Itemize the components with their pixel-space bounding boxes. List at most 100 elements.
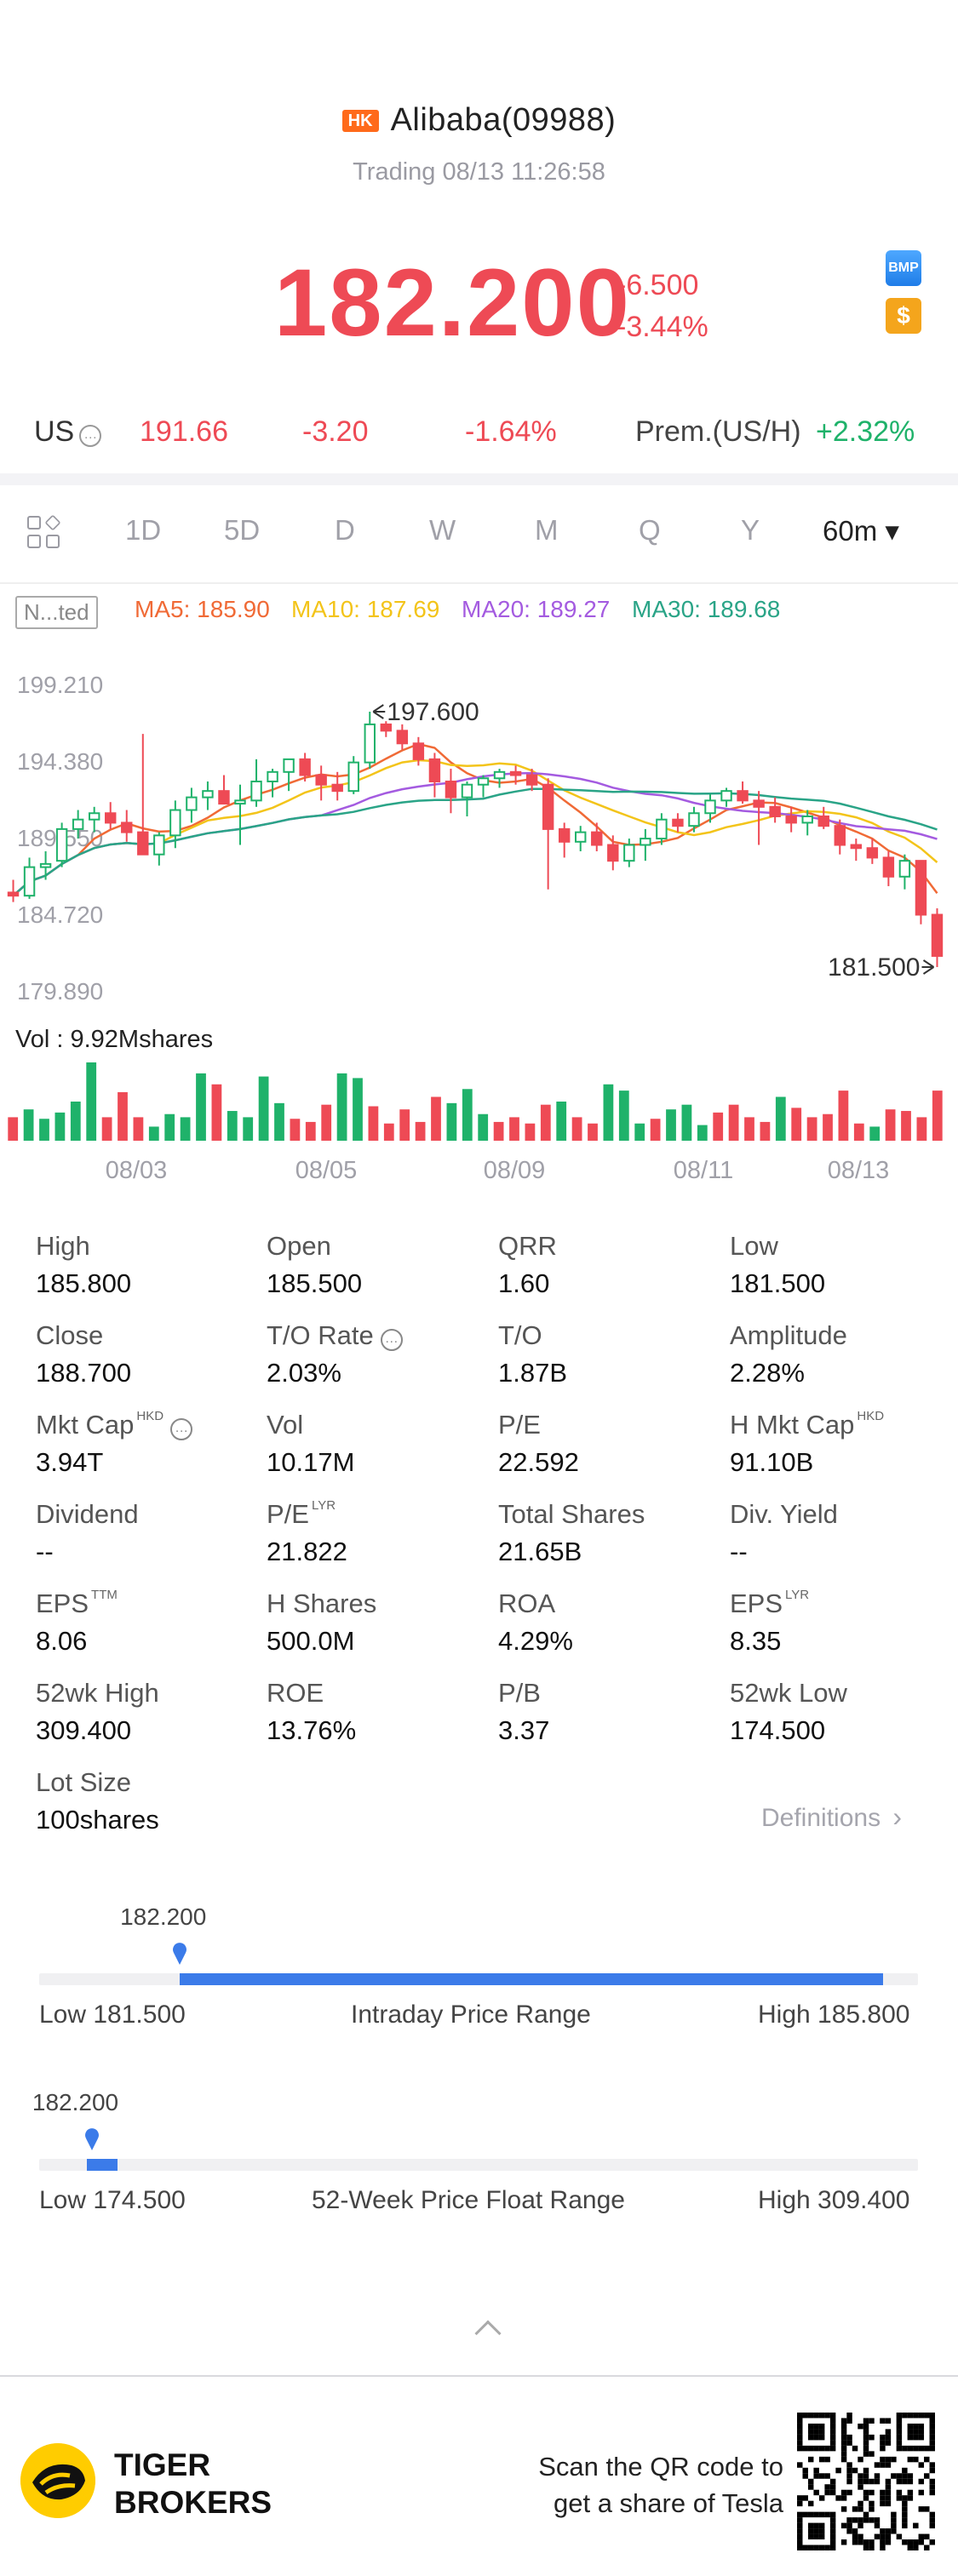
price-change-block: -6.500 -3.44% xyxy=(617,265,708,349)
tab-d[interactable]: D xyxy=(335,514,355,546)
us-label-wrap[interactable]: US… xyxy=(34,415,102,449)
candle-body xyxy=(315,774,327,786)
volume-bar xyxy=(23,1109,34,1141)
stat-label: Close xyxy=(36,1320,131,1351)
tab-q[interactable]: Q xyxy=(639,514,661,546)
trading-status: Trading 08/13 11:26:58 xyxy=(353,158,605,186)
volume-bar xyxy=(164,1113,175,1141)
price-chart[interactable]: 199.210194.380189.550184.720179.890197.6… xyxy=(0,655,958,1200)
chevron-up-icon[interactable] xyxy=(474,2320,502,2347)
volume-bar xyxy=(916,1117,927,1141)
volume-bar xyxy=(869,1126,881,1141)
stock-title: Alibaba(09988) xyxy=(390,102,617,138)
volume-bar xyxy=(431,1096,441,1141)
min-price-annotation: 181.500 xyxy=(828,953,920,982)
candle-body xyxy=(250,780,262,802)
stat-value: 500.0M xyxy=(267,1626,355,1656)
volume-bar xyxy=(336,1073,347,1141)
stat-cell: 52wk Low 174.500 xyxy=(730,1678,847,1746)
volume-bar xyxy=(525,1123,536,1141)
stat-cell: P/E LYR 21.822 xyxy=(267,1498,347,1567)
intraday-current-price: 182.200 xyxy=(120,1903,207,1930)
candle-body xyxy=(525,774,538,786)
tab-60m[interactable]: 60m ▾ xyxy=(823,515,899,547)
stat-label-text: Close xyxy=(36,1320,104,1350)
definitions-link[interactable]: Definitions › xyxy=(761,1801,902,1833)
tab-y[interactable]: Y xyxy=(741,514,760,546)
stat-value: 174.500 xyxy=(730,1715,826,1745)
week52-range-track xyxy=(39,2159,918,2171)
stat-value: 3.94T xyxy=(36,1447,104,1477)
stat-cell: Low 181.500 xyxy=(730,1231,825,1299)
stat-value: 1.60 xyxy=(498,1268,550,1298)
last-price: 182.200 xyxy=(274,249,631,356)
stat-value: 185.800 xyxy=(36,1268,132,1298)
volume-bar xyxy=(885,1109,896,1141)
candle-body xyxy=(283,758,295,773)
stat-label-superscript: HKD xyxy=(136,1409,164,1423)
stat-label: 52wk Low xyxy=(730,1678,847,1709)
info-icon[interactable]: … xyxy=(170,1418,193,1440)
volume-bar xyxy=(634,1123,645,1141)
bmp-badge[interactable]: BMP xyxy=(886,250,921,286)
stat-cell: Close 188.700 xyxy=(36,1320,131,1388)
candle-body xyxy=(915,860,927,916)
stat-cell: ROE 13.76% xyxy=(267,1678,356,1746)
candle-body xyxy=(105,812,117,824)
candle-body xyxy=(218,790,230,805)
stat-label-text: H Shares xyxy=(267,1589,377,1618)
stat-value: 21.65B xyxy=(498,1537,582,1566)
adjustment-selector[interactable]: N...ted xyxy=(15,596,98,629)
stat-label-text: 52wk High xyxy=(36,1678,159,1708)
candle-body xyxy=(640,838,651,846)
tab-m[interactable]: M xyxy=(535,514,559,546)
stat-label-text: ROA xyxy=(498,1589,556,1618)
candle-body xyxy=(882,856,895,878)
candle-body xyxy=(380,723,393,732)
us-change: -3.20 xyxy=(302,415,369,448)
info-icon[interactable]: … xyxy=(380,1329,403,1351)
stat-cell: H Shares 500.0M xyxy=(267,1589,376,1657)
qr-code-icon[interactable] xyxy=(797,2413,935,2550)
candle-body xyxy=(169,809,181,837)
volume-bar xyxy=(681,1104,692,1141)
info-icon[interactable]: … xyxy=(79,425,102,447)
max-arrow-icon xyxy=(372,704,386,719)
dollar-icon[interactable]: $ xyxy=(886,298,921,334)
tab-w[interactable]: W xyxy=(429,514,456,546)
volume-bar xyxy=(118,1091,128,1141)
candle-body xyxy=(558,827,571,843)
stat-cell: Div. Yield -- xyxy=(730,1499,838,1567)
stat-label: H Shares xyxy=(267,1589,376,1619)
volume-bar xyxy=(86,1062,97,1141)
candle-body xyxy=(428,758,441,782)
stat-label-superscript: HKD xyxy=(857,1409,885,1423)
candle-body xyxy=(834,825,846,846)
market-badge: HK xyxy=(341,109,379,132)
intraday-range-fill xyxy=(180,1973,883,1985)
stat-cell: Lot Size 100shares xyxy=(36,1767,159,1835)
layout-grid-icon[interactable] xyxy=(27,514,63,552)
stat-cell: T/O Rate … 2.03% xyxy=(267,1320,403,1388)
volume-bar xyxy=(39,1119,49,1141)
volume-bar xyxy=(697,1125,708,1141)
stat-label-text: T/O Rate xyxy=(267,1320,374,1350)
volume-bar xyxy=(713,1112,724,1141)
tab-5d[interactable]: 5D xyxy=(224,514,261,546)
tab-1d[interactable]: 1D xyxy=(125,514,162,546)
stat-cell: Dividend -- xyxy=(36,1499,139,1567)
ma30-line xyxy=(12,787,938,897)
y-tick-label: 184.720 xyxy=(17,902,103,928)
ma30-label: MA30: 189.68 xyxy=(632,596,781,622)
stat-cell: EPS LYR 8.35 xyxy=(730,1588,809,1657)
candle-body xyxy=(931,913,944,957)
candle-body xyxy=(202,790,214,799)
period-tabs: 1D 5D D W M Q Y 60m ▾ xyxy=(0,509,958,560)
stat-cell: T/O 1.87B xyxy=(498,1320,567,1388)
volume-bar xyxy=(274,1102,284,1141)
stat-value: 185.500 xyxy=(267,1268,363,1298)
candle-body xyxy=(234,799,246,805)
us-price: 191.66 xyxy=(140,415,228,448)
volume-bar xyxy=(838,1091,849,1141)
stat-label: Amplitude xyxy=(730,1320,847,1351)
